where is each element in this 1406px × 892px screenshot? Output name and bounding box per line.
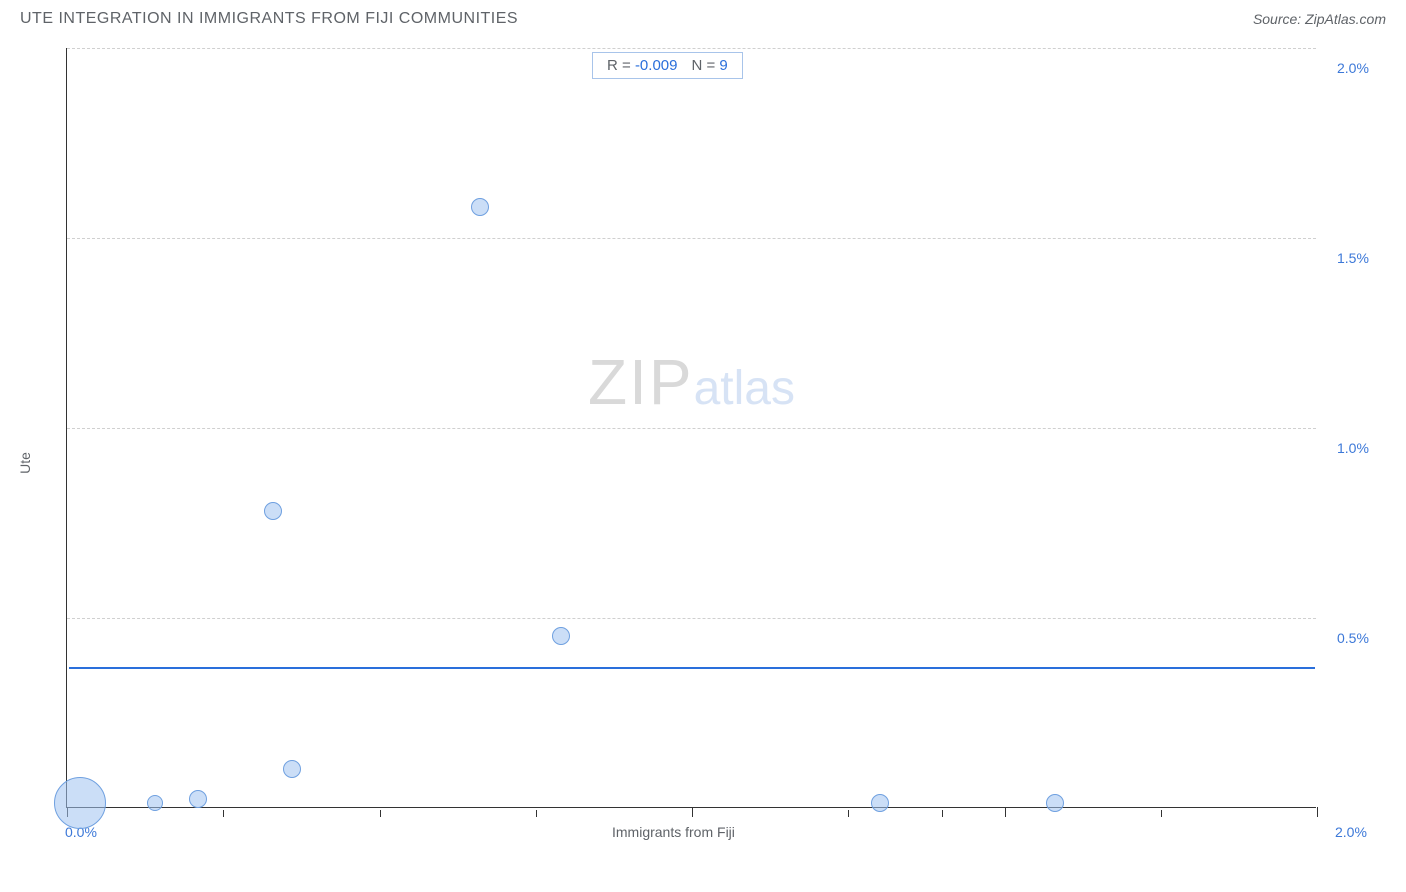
- data-point: [283, 760, 301, 778]
- watermark: ZIPatlas: [588, 345, 795, 419]
- y-tick-label: 1.0%: [1337, 440, 1369, 456]
- x-tick-minor: [848, 810, 849, 817]
- watermark-atlas: atlas: [694, 362, 795, 415]
- y-tick-label: 2.0%: [1337, 60, 1369, 76]
- gridline-h: [67, 428, 1316, 429]
- data-point: [189, 790, 207, 808]
- data-point: [54, 777, 106, 829]
- stat-n: N = 9: [691, 57, 727, 74]
- x-tick: [1005, 807, 1006, 817]
- chart-header: UTE INTEGRATION IN IMMIGRANTS FROM FIJI …: [0, 0, 1406, 28]
- x-axis-label: Immigrants from Fiji: [612, 824, 735, 840]
- data-point: [871, 794, 889, 812]
- regression-line: [69, 667, 1315, 669]
- gridline-h: [67, 238, 1316, 239]
- plot-area: ZIPatlas 0.5%1.0%1.5%2.0%0.0%2.0%Immigra…: [66, 48, 1316, 808]
- stats-box: R = -0.009 N = 9: [592, 52, 743, 79]
- y-axis-label: Ute: [17, 452, 33, 474]
- x-tick: [1317, 807, 1318, 817]
- stat-n-value: 9: [719, 57, 727, 74]
- data-point: [147, 795, 163, 811]
- data-point: [264, 502, 282, 520]
- x-tick: [692, 807, 693, 817]
- y-tick-label: 0.5%: [1337, 630, 1369, 646]
- stat-r: R = -0.009: [607, 57, 677, 74]
- watermark-zip: ZIP: [588, 346, 694, 418]
- data-point: [1046, 794, 1064, 812]
- data-point: [552, 627, 570, 645]
- x-tick-minor: [536, 810, 537, 817]
- x-tick-minor: [942, 810, 943, 817]
- stat-r-value: -0.009: [635, 57, 678, 74]
- gridline-h: [67, 48, 1316, 49]
- x-tick-minor: [1161, 810, 1162, 817]
- chart-container: Ute ZIPatlas 0.5%1.0%1.5%2.0%0.0%2.0%Imm…: [20, 48, 1386, 878]
- gridline-h: [67, 618, 1316, 619]
- y-tick-label: 1.5%: [1337, 250, 1369, 266]
- x-tick-minor: [223, 810, 224, 817]
- source-attribution: Source: ZipAtlas.com: [1253, 11, 1386, 27]
- chart-title: UTE INTEGRATION IN IMMIGRANTS FROM FIJI …: [20, 10, 518, 28]
- data-point: [471, 198, 489, 216]
- x-tick-minor: [380, 810, 381, 817]
- x-tick-label: 2.0%: [1335, 824, 1367, 840]
